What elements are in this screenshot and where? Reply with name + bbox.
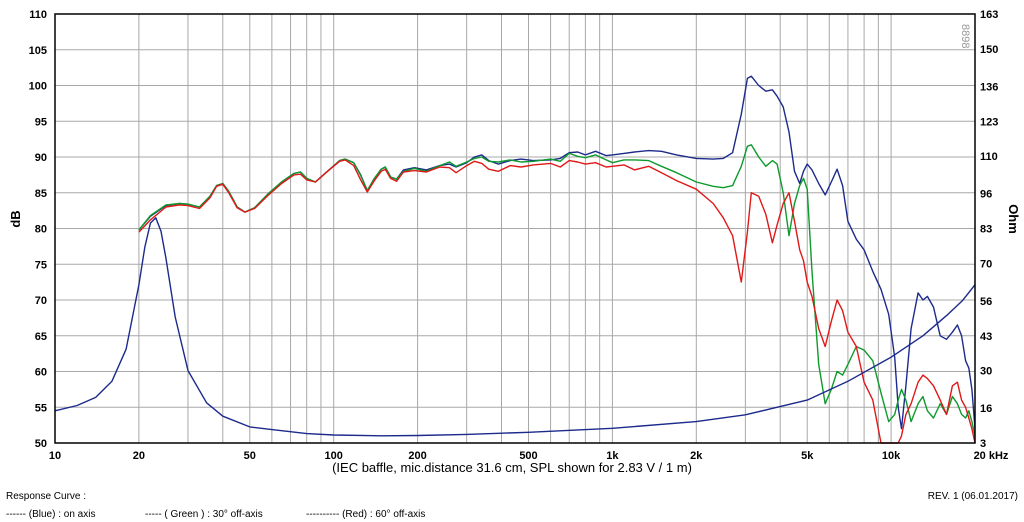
x-tick-label: 20 kHz: [974, 450, 1009, 462]
x-axis-caption: (IEC baffle, mic.distance 31.6 cm, SPL s…: [332, 460, 692, 475]
y2-tick-label: 70: [980, 258, 992, 270]
y-tick-label: 75: [35, 259, 47, 271]
y2-tick-label: 43: [980, 331, 992, 343]
y2-tick-label: 110: [980, 151, 998, 163]
legend-entry-green: ----- ( Green ) : 30° off-axis: [145, 509, 263, 520]
y-tick-label: 90: [35, 152, 47, 164]
y-tick-label: 110: [29, 9, 47, 21]
x-tick-label: 50: [244, 450, 256, 462]
x-tick-labels: 10 20 50 100 200 500 1k 2k 5k 10k 20 kHz: [49, 450, 1009, 462]
legend-entry-blue: ------ (Blue) : on axis: [6, 509, 96, 520]
y2-tick-label: 163: [980, 9, 998, 21]
x-tick-label: 500: [519, 450, 537, 462]
x-tick-label: 20: [133, 450, 145, 462]
y2-tick-label: 136: [980, 81, 998, 93]
plot-frame: [54, 13, 976, 444]
grid: [54, 13, 976, 444]
y2-tick-labels: 3 16 30 43 56 70 83 96 110 123 136 150 163: [980, 9, 998, 450]
y-tick-label: 60: [35, 367, 47, 379]
y2-tick-label: 83: [980, 224, 992, 236]
watermark: 8898: [959, 24, 971, 48]
y-tick-label: 50: [35, 438, 47, 450]
y-tick-label: 85: [35, 188, 47, 200]
y-tick-label: 105: [29, 45, 47, 57]
y-tick-label: 55: [35, 402, 47, 414]
y-axis-label: dB: [8, 210, 23, 227]
y-tick-label: 70: [35, 295, 47, 307]
x-tick-label: 100: [325, 450, 343, 462]
y2-tick-label: 123: [980, 116, 998, 128]
curves: [54, 75, 976, 444]
x-tick-label: 10k: [882, 450, 901, 462]
y2-tick-label: 3: [980, 438, 986, 450]
y-tick-label: 95: [35, 116, 47, 128]
revision-label: REV. 1 (06.01.2017): [927, 491, 1018, 502]
x-tick-label: 2k: [690, 450, 703, 462]
x-tick-label: 200: [408, 450, 426, 462]
x-tick-label: 5k: [801, 450, 814, 462]
y2-tick-label: 30: [980, 366, 992, 378]
series-line-1: [138, 144, 976, 437]
y-tick-labels: 50 55 60 65 70 75 80 85 90 95 100 105 110: [29, 9, 47, 450]
legend-entry-red: ---------- (Red) : 60° off-axis: [306, 509, 426, 520]
x-tick-label: 1k: [606, 450, 619, 462]
y-tick-label: 65: [35, 331, 47, 343]
series-line-3: [54, 217, 976, 437]
y2-tick-label: 56: [980, 296, 992, 308]
y2-tick-label: 96: [980, 189, 992, 201]
y2-axis-label: Ohm: [1006, 204, 1021, 234]
y2-tick-label: 16: [980, 403, 992, 415]
y2-tick-label: 150: [980, 44, 998, 56]
y-tick-label: 80: [35, 224, 47, 236]
x-tick-label: 10: [49, 450, 61, 462]
y-tick-label: 100: [29, 81, 47, 93]
legend-title: Response Curve :: [6, 491, 87, 502]
